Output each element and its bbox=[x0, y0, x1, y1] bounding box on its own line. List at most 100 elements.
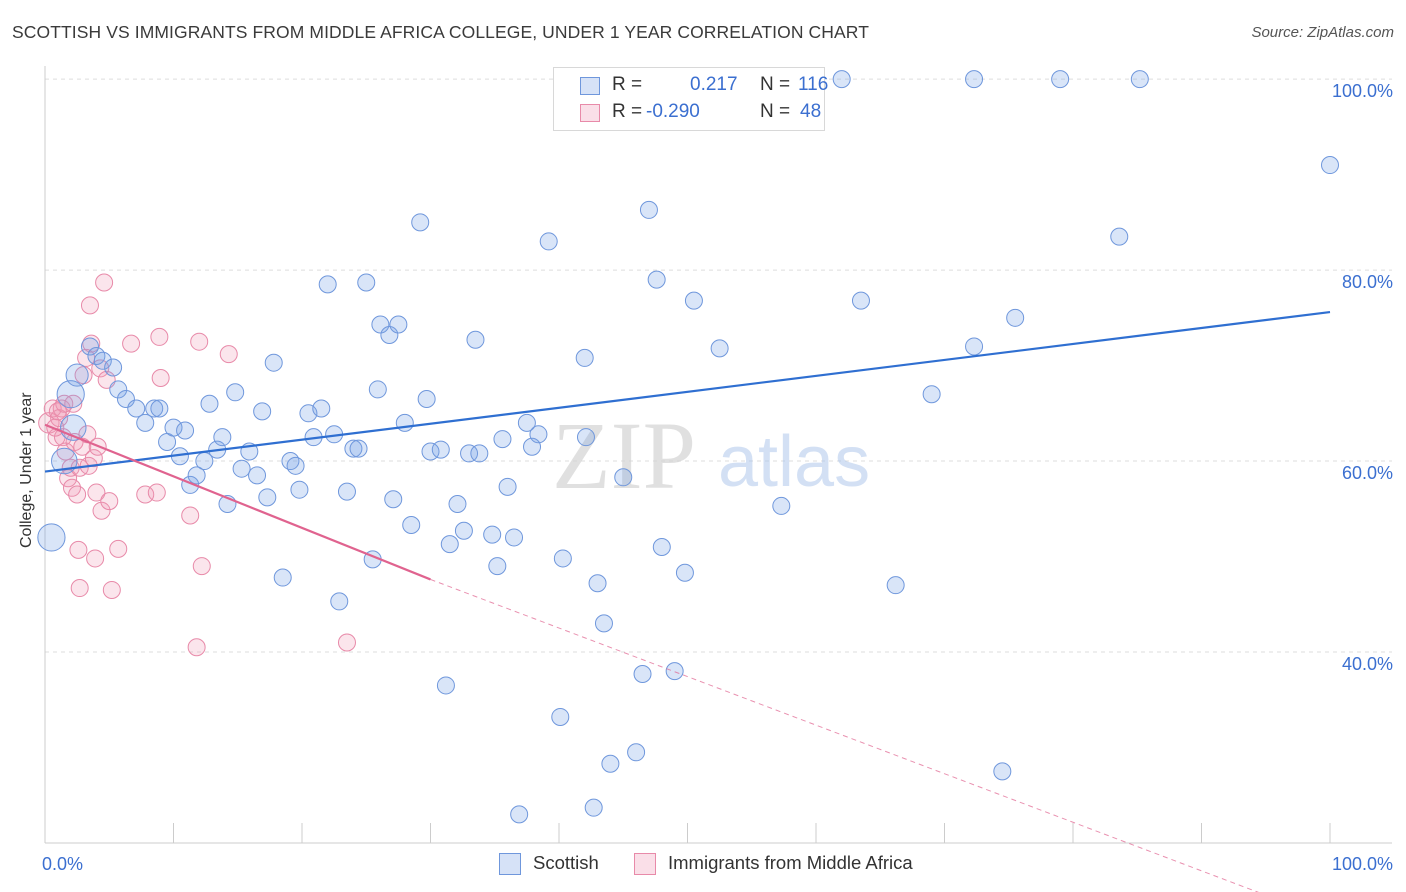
data-point-scottish bbox=[318, 275, 337, 294]
data-point-scottish bbox=[448, 495, 467, 514]
data-point-scottish bbox=[993, 762, 1012, 781]
data-point-scottish bbox=[368, 380, 387, 399]
x-tick-label-left: 0.0% bbox=[42, 854, 83, 874]
data-point-scottish bbox=[1006, 308, 1025, 327]
data-point-africa bbox=[122, 334, 141, 353]
data-point-scottish bbox=[633, 664, 652, 683]
data-point-scottish bbox=[440, 535, 459, 554]
data-point-scottish bbox=[431, 440, 450, 459]
data-point-scottish bbox=[493, 430, 512, 449]
data-point-scottish bbox=[232, 459, 251, 478]
data-point-scottish bbox=[253, 402, 272, 421]
data-point-africa bbox=[87, 483, 106, 502]
data-point-africa bbox=[56, 442, 75, 461]
data-point-scottish bbox=[104, 358, 123, 377]
legend-n-label: N = bbox=[760, 101, 791, 122]
tick-labels: 100.0% 80.0% 60.0% 40.0% 0.0% 100.0% bbox=[42, 81, 1393, 874]
legend-swatch-africa bbox=[634, 853, 656, 875]
data-point-scottish bbox=[213, 428, 232, 447]
data-point-scottish bbox=[466, 330, 485, 349]
data-point-scottish bbox=[384, 490, 403, 509]
data-point-scottish bbox=[290, 480, 309, 499]
data-point-africa bbox=[219, 345, 238, 364]
data-point-scottish bbox=[772, 496, 791, 515]
data-point-scottish bbox=[1110, 227, 1129, 246]
data-point-scottish bbox=[505, 528, 524, 547]
data-point-scottish bbox=[922, 385, 941, 404]
data-point-africa bbox=[80, 296, 99, 315]
watermark: ZIP atlas bbox=[552, 402, 870, 509]
data-point-africa bbox=[70, 579, 89, 598]
data-point-scottish bbox=[380, 326, 399, 345]
legend-n-value: 116 bbox=[798, 74, 829, 95]
data-point-scottish bbox=[337, 482, 356, 501]
data-point-scottish bbox=[851, 291, 870, 310]
data-point-scottish bbox=[551, 707, 570, 726]
data-point-scottish bbox=[200, 394, 219, 413]
data-point-scottish bbox=[264, 353, 283, 372]
watermark-atlas: atlas bbox=[718, 422, 870, 502]
series-scottish-points bbox=[37, 70, 1339, 824]
data-point-scottish bbox=[80, 337, 99, 356]
data-point-africa bbox=[150, 327, 169, 346]
legend-r-label: R = bbox=[612, 74, 643, 95]
source-label: Source: ZipAtlas.com bbox=[1251, 24, 1394, 41]
data-point-africa bbox=[95, 273, 114, 292]
data-point-scottish bbox=[576, 428, 595, 447]
data-point-scottish bbox=[965, 337, 984, 356]
trend-line-africa bbox=[44, 423, 431, 581]
data-point-scottish bbox=[627, 743, 646, 762]
data-point-scottish bbox=[357, 273, 376, 292]
data-point-scottish bbox=[37, 523, 66, 552]
data-point-africa bbox=[92, 501, 111, 520]
data-point-scottish bbox=[639, 200, 658, 219]
data-point-scottish bbox=[349, 439, 368, 458]
legend-swatch-scottish bbox=[499, 853, 521, 875]
data-point-africa bbox=[102, 580, 121, 599]
legend-r-value: -0.290 bbox=[646, 101, 700, 122]
data-point-africa bbox=[84, 449, 103, 468]
data-point-africa bbox=[68, 485, 87, 504]
y-tick-label: 40.0% bbox=[1342, 654, 1393, 674]
data-point-scottish bbox=[665, 662, 684, 681]
data-point-scottish bbox=[460, 444, 479, 463]
watermark-zip: ZIP bbox=[552, 402, 696, 509]
data-point-scottish bbox=[510, 805, 529, 824]
chart-title: SCOTTISH VS IMMIGRANTS FROM MIDDLE AFRIC… bbox=[12, 22, 869, 42]
data-point-africa bbox=[69, 540, 88, 559]
data-point-scottish bbox=[965, 70, 984, 89]
data-point-scottish bbox=[1130, 70, 1149, 89]
data-point-scottish bbox=[344, 439, 363, 458]
data-point-scottish bbox=[248, 466, 267, 485]
data-point-scottish bbox=[411, 213, 430, 232]
trend-lines bbox=[44, 310, 1331, 892]
y-tick-label: 80.0% bbox=[1342, 272, 1393, 292]
data-point-scottish bbox=[517, 413, 536, 432]
data-point-africa bbox=[181, 506, 200, 525]
data-point-scottish bbox=[56, 380, 85, 409]
data-point-scottish bbox=[647, 270, 666, 289]
data-point-scottish bbox=[417, 389, 436, 408]
data-point-africa bbox=[46, 418, 65, 437]
data-point-scottish bbox=[601, 754, 620, 773]
data-point-scottish bbox=[1051, 70, 1070, 89]
trend-line-scottish bbox=[44, 310, 1331, 473]
data-point-scottish bbox=[226, 383, 245, 402]
x-tick-label-right: 100.0% bbox=[1332, 854, 1393, 874]
data-point-scottish bbox=[710, 339, 729, 358]
data-point-scottish bbox=[886, 576, 905, 595]
data-point-scottish bbox=[1321, 156, 1339, 175]
y-tick-label: 100.0% bbox=[1332, 81, 1393, 101]
data-point-scottish bbox=[136, 413, 155, 432]
legend-n-value: 48 bbox=[800, 101, 822, 122]
correlation-legend: R = 0.217 N = 116 R = -0.290 N = 48 bbox=[553, 67, 829, 131]
data-point-scottish bbox=[498, 477, 517, 496]
data-point-scottish bbox=[684, 291, 703, 310]
data-point-scottish bbox=[614, 468, 633, 487]
data-point-scottish bbox=[145, 399, 164, 418]
data-point-scottish bbox=[127, 399, 146, 418]
data-point-scottish bbox=[164, 418, 183, 437]
data-point-scottish bbox=[553, 549, 572, 568]
data-point-scottish bbox=[281, 452, 300, 471]
legend-label-africa: Immigrants from Middle Africa bbox=[668, 852, 913, 873]
